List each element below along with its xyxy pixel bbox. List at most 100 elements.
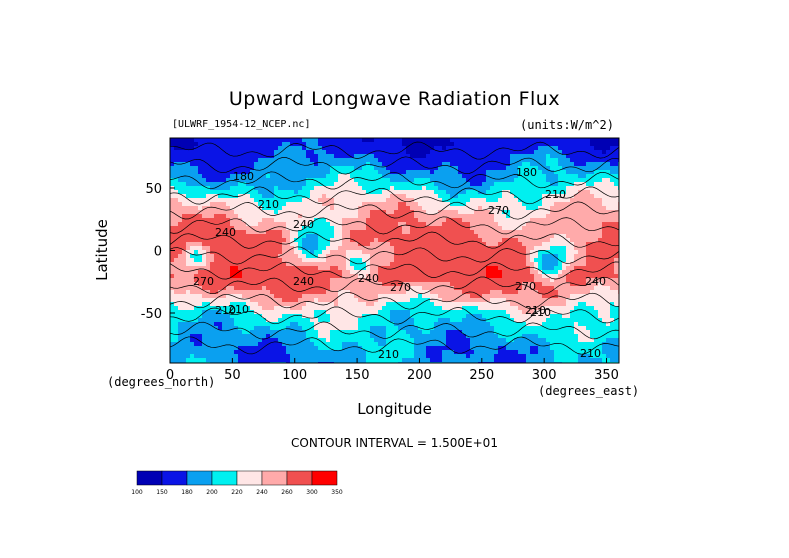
heatmap-cell [610,262,615,267]
heatmap-cell [334,266,339,271]
heatmap-cell [446,214,451,219]
heatmap-cell [370,266,375,271]
heatmap-cell [314,182,319,187]
heatmap-cell [394,294,399,299]
heatmap-cell [202,162,207,167]
heatmap-cell [194,250,199,255]
heatmap-cell [254,186,259,191]
heatmap-cell [326,182,331,187]
heatmap-cell [190,306,195,311]
heatmap-cell [438,262,443,267]
heatmap-cell [186,178,191,183]
heatmap-cell [282,294,287,299]
heatmap-cell [250,234,255,239]
heatmap-cell [506,294,511,299]
heatmap-cell [550,138,555,143]
heatmap-cell [334,238,339,243]
heatmap-cell [190,246,195,251]
heatmap-cell [418,246,423,251]
heatmap-cell [530,250,535,255]
heatmap-cell [482,186,487,191]
heatmap-cell [234,274,239,279]
heatmap-cell [342,266,347,271]
heatmap-cell [182,190,187,195]
heatmap-cell [558,174,563,179]
heatmap-cell [590,174,595,179]
heatmap-cell [606,298,611,303]
heatmap-cell [214,150,219,155]
heatmap-cell [310,174,315,179]
heatmap-cell [198,298,203,303]
heatmap-cell [494,154,499,159]
heatmap-cell [434,306,439,311]
heatmap-cell [262,246,267,251]
heatmap-cell [298,182,303,187]
heatmap-cell [382,150,387,155]
heatmap-cell [362,290,367,295]
heatmap-cell [362,178,367,183]
heatmap-cell [306,214,311,219]
heatmap-cell [334,262,339,267]
heatmap-cell [530,210,535,215]
heatmap-cell [294,182,299,187]
heatmap-cell [534,234,539,239]
heatmap-cell [302,310,307,315]
heatmap-cell [210,282,215,287]
heatmap-cell [594,262,599,267]
heatmap-cell [338,234,343,239]
heatmap-cell [354,190,359,195]
heatmap-cell [322,282,327,287]
heatmap-cell [178,226,183,231]
heatmap-cell [570,254,575,259]
heatmap-cell [410,278,415,283]
heatmap-cell [518,230,523,235]
heatmap-cell [446,266,451,271]
heatmap-cell [266,282,271,287]
heatmap-cell [214,146,219,151]
heatmap-cell [358,274,363,279]
heatmap-cell [506,234,511,239]
heatmap-cell [234,250,239,255]
heatmap-cell [338,202,343,207]
heatmap-cell [566,250,571,255]
heatmap-cell [250,310,255,315]
heatmap-cell [286,286,291,291]
heatmap-cell [422,186,427,191]
heatmap-cell [486,222,491,227]
heatmap-cell [474,282,479,287]
heatmap-cell [218,166,223,171]
heatmap-cell [242,230,247,235]
heatmap-cell [462,246,467,251]
heatmap-cell [174,202,179,207]
heatmap-cell [498,182,503,187]
heatmap-cell [466,242,471,247]
heatmap-cell [306,226,311,231]
heatmap-cell [518,166,523,171]
heatmap-cell [194,282,199,287]
heatmap-cell [434,282,439,287]
heatmap-cell [354,306,359,311]
heatmap-cell [266,154,271,159]
heatmap-cell [454,146,459,151]
heatmap-cell [478,306,483,311]
heatmap-cell [250,250,255,255]
heatmap-cell [590,290,595,295]
heatmap-cell [538,242,543,247]
heatmap-cell [326,166,331,171]
heatmap-cell [298,206,303,211]
heatmap-cell [602,246,607,251]
heatmap-cell [486,170,491,175]
heatmap-cell [254,310,259,315]
heatmap-cell [542,294,547,299]
heatmap-cell [306,298,311,303]
heatmap-cell [582,186,587,191]
heatmap-cell [402,166,407,171]
heatmap-cell [554,278,559,283]
heatmap-cell [526,242,531,247]
heatmap-cell [582,242,587,247]
heatmap-cell [562,150,567,155]
heatmap-cell [430,246,435,251]
heatmap-cell [490,298,495,303]
heatmap-cell [382,254,387,259]
heatmap-cell [474,162,479,167]
